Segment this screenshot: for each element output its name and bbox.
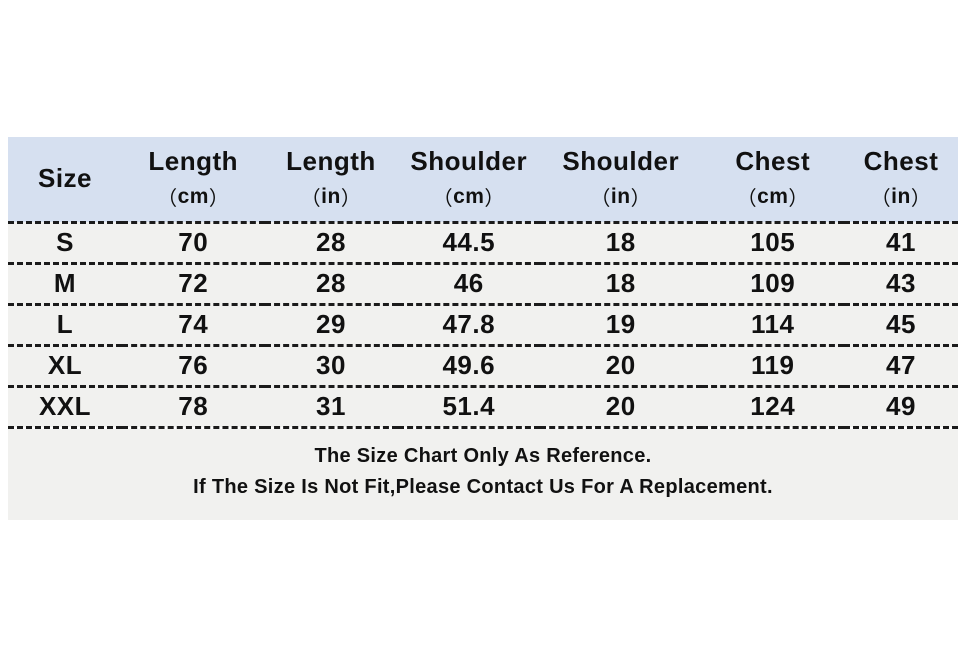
table-cell: 76 bbox=[122, 345, 265, 386]
table-cell: 20 bbox=[540, 345, 702, 386]
paren-open: （ bbox=[432, 188, 454, 211]
table-cell: 30 bbox=[264, 345, 398, 386]
table-row-s: S 70 28 44.5 18 105 41 bbox=[8, 222, 958, 263]
paren-open: （ bbox=[736, 188, 758, 211]
unit-text: in bbox=[321, 184, 341, 208]
table-cell: 19 bbox=[540, 304, 702, 345]
table-cell: 70 bbox=[122, 222, 265, 263]
table-cell: 49 bbox=[844, 386, 958, 427]
paren-open: （ bbox=[870, 188, 892, 211]
paren-open: （ bbox=[157, 188, 178, 211]
column-label: Shoulder bbox=[562, 146, 680, 177]
column-label: Size bbox=[37, 163, 93, 194]
size-table: Size Length （cm） Length （in） Sh bbox=[8, 137, 958, 429]
paren-open: （ bbox=[590, 188, 611, 211]
table-cell: 18 bbox=[540, 222, 702, 263]
column-unit: （cm） bbox=[157, 182, 229, 211]
table-row-l: L 74 29 47.8 19 114 45 bbox=[8, 304, 958, 345]
column-unit: （cm） bbox=[737, 182, 809, 211]
table-cell: 47 bbox=[844, 345, 958, 386]
table-row-xxl: XXL 78 31 51.4 20 124 49 bbox=[8, 386, 958, 427]
table-cell: 78 bbox=[122, 386, 265, 427]
table-cell: 109 bbox=[701, 263, 844, 304]
table-cell: 44.5 bbox=[397, 222, 540, 263]
col-header-shoulder-in: Shoulder （in） bbox=[540, 137, 702, 222]
column-unit: （cm） bbox=[433, 182, 505, 211]
header-row: Size Length （cm） Length （in） Sh bbox=[8, 137, 958, 222]
table-cell: 45 bbox=[844, 304, 958, 345]
paren-close: ） bbox=[630, 188, 652, 211]
col-header-length-cm: Length （cm） bbox=[122, 137, 265, 222]
column-unit: （in） bbox=[590, 182, 651, 211]
col-header-length-in: Length （in） bbox=[264, 137, 398, 222]
table-cell: 43 bbox=[844, 263, 958, 304]
table-cell: 74 bbox=[122, 304, 265, 345]
paren-close: ） bbox=[910, 188, 932, 211]
unit-text: cm bbox=[453, 184, 485, 208]
unit-text: cm bbox=[177, 184, 209, 208]
column-unit: （in） bbox=[301, 182, 362, 211]
table-row-xl: XL 76 30 49.6 20 119 47 bbox=[8, 345, 958, 386]
table-cell: 124 bbox=[701, 386, 844, 427]
table-cell: 31 bbox=[264, 386, 398, 427]
unit-text: in bbox=[891, 184, 911, 208]
table-cell: 18 bbox=[540, 263, 702, 304]
size-cell: M bbox=[8, 263, 122, 304]
size-chart: Size Length （cm） Length （in） Sh bbox=[8, 137, 958, 520]
table-cell: 28 bbox=[264, 222, 398, 263]
table-row-m: M 72 28 46 18 109 43 bbox=[8, 263, 958, 304]
table-cell: 51.4 bbox=[397, 386, 540, 427]
column-label: Chest bbox=[863, 146, 939, 177]
column-label: Chest bbox=[735, 146, 811, 177]
column-unit: （in） bbox=[871, 182, 932, 211]
column-label: Length bbox=[286, 146, 376, 177]
note-line-1: The Size Chart Only As Reference. bbox=[314, 444, 652, 467]
paren-close: ） bbox=[788, 188, 809, 211]
size-cell: XL bbox=[8, 345, 122, 386]
col-header-chest-cm: Chest （cm） bbox=[701, 137, 844, 222]
column-label: Length bbox=[148, 146, 239, 177]
table-cell: 49.6 bbox=[397, 345, 540, 386]
table-cell: 47.8 bbox=[397, 304, 540, 345]
reference-notes: The Size Chart Only As Reference. If The… bbox=[8, 428, 958, 520]
table-cell: 28 bbox=[264, 263, 398, 304]
table-cell: 114 bbox=[701, 304, 844, 345]
col-header-shoulder-cm: Shoulder （cm） bbox=[397, 137, 540, 222]
size-cell: L bbox=[8, 304, 122, 345]
table-cell: 41 bbox=[844, 222, 958, 263]
table-cell: 46 bbox=[397, 263, 540, 304]
size-cell: S bbox=[8, 222, 122, 263]
column-label: Shoulder bbox=[410, 146, 528, 177]
paren-close: ） bbox=[340, 188, 362, 211]
size-cell: XXL bbox=[8, 386, 122, 427]
unit-text: in bbox=[610, 184, 631, 208]
table-cell: 29 bbox=[264, 304, 398, 345]
col-header-chest-in: Chest （in） bbox=[844, 137, 958, 222]
paren-close: ） bbox=[208, 188, 230, 211]
note-line-2: If The Size Is Not Fit,Please Contact Us… bbox=[193, 475, 773, 498]
table-cell: 119 bbox=[701, 345, 844, 386]
paren-open: （ bbox=[300, 188, 322, 211]
col-header-size: Size bbox=[8, 137, 122, 222]
unit-text: cm bbox=[757, 184, 789, 208]
table-cell: 72 bbox=[122, 263, 265, 304]
table-cell: 20 bbox=[540, 386, 702, 427]
paren-close: ） bbox=[484, 188, 505, 211]
table-cell: 105 bbox=[701, 222, 844, 263]
